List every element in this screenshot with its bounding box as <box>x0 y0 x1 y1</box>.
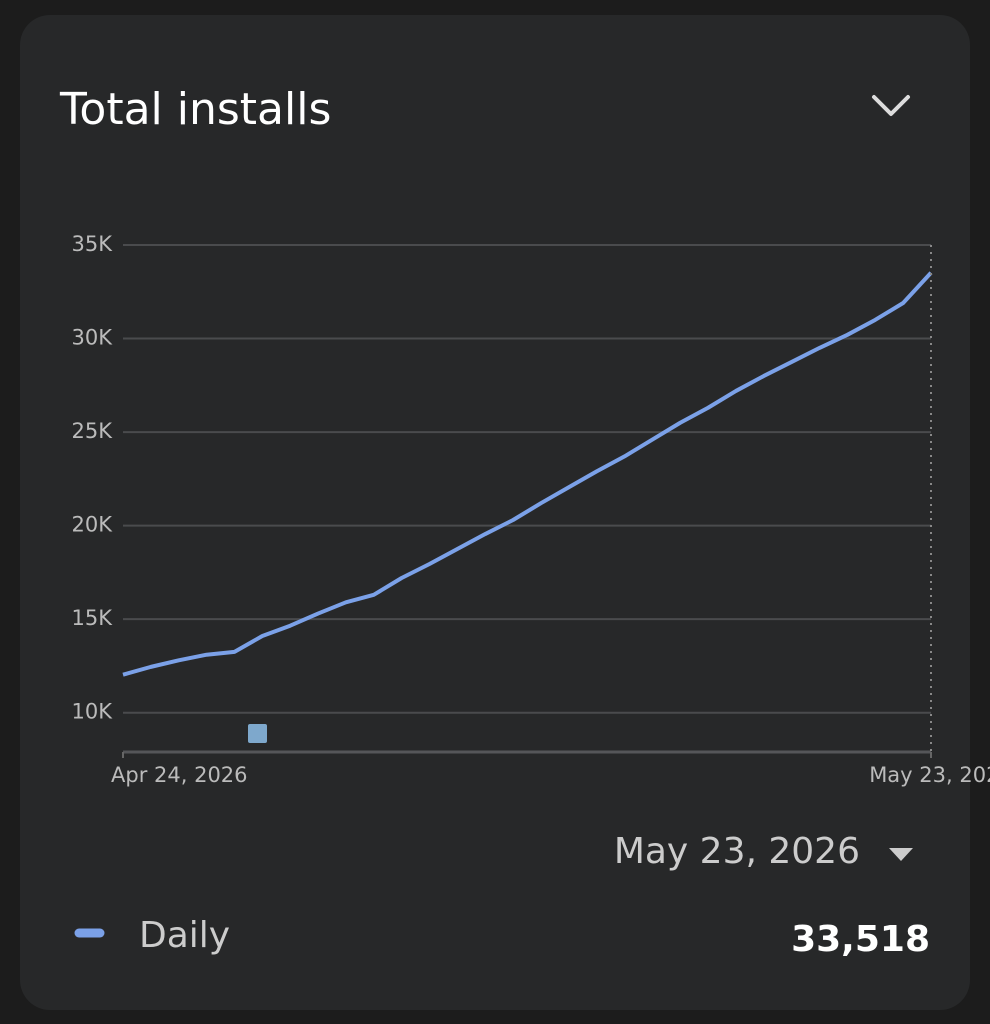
card-background <box>20 15 970 1010</box>
x-tick-label: May 23, 2026 <box>869 763 990 787</box>
annotation-marker[interactable] <box>248 724 267 743</box>
plot: 10K 15K 20K 25K 30K 35K Apr 24, 2026 May 23, 20… <box>72 232 990 787</box>
y-tick-label: 10K <box>72 700 114 724</box>
series-line <box>122 271 933 677</box>
y-tick-label: 20K <box>72 513 114 537</box>
readout-value: 33,518 <box>791 919 930 960</box>
y-tick-label: 30K <box>72 326 114 350</box>
y-tick-label: 35K <box>72 232 114 256</box>
collapse-chevron[interactable] <box>872 95 910 116</box>
date-dropdown-arrow[interactable] <box>889 848 913 861</box>
selected-date[interactable]: May 23, 2026 <box>614 831 860 872</box>
chart-title: Total installs <box>59 84 331 135</box>
y-tick-label: 25K <box>72 419 114 443</box>
legend-label: Daily <box>139 915 230 956</box>
y-tick-label: 15K <box>72 606 114 630</box>
x-tick-label: Apr 24, 2026 <box>111 763 248 787</box>
